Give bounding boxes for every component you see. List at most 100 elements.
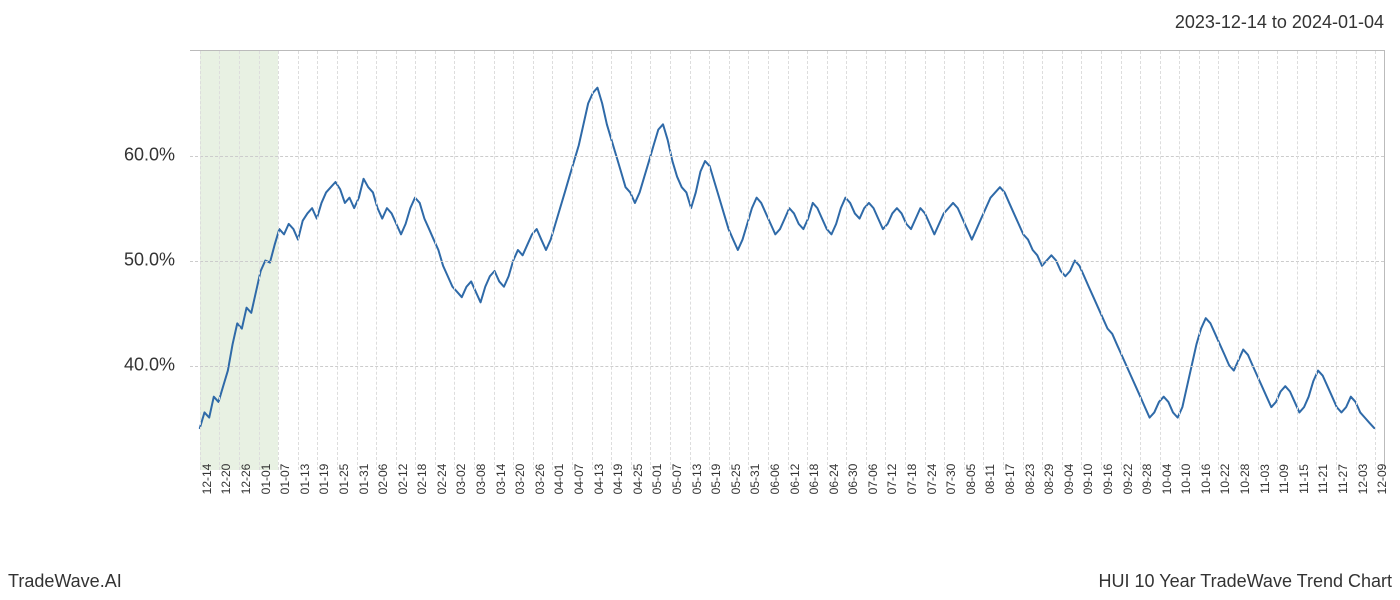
x-tick-label: 11-15 [1297, 464, 1311, 494]
x-tick-label: 11-03 [1258, 464, 1272, 494]
y-tick-label: 40.0% [124, 355, 175, 376]
x-axis: 12-1412-2012-2601-0101-0701-1301-1901-25… [190, 475, 1385, 555]
x-tick-label: 05-07 [670, 464, 684, 495]
v-gridline [611, 51, 612, 470]
x-tick-label: 06-24 [827, 464, 841, 495]
v-gridline [435, 51, 436, 470]
v-gridline [1003, 51, 1004, 470]
x-tick-label: 10-10 [1179, 464, 1193, 495]
x-tick-label: 07-30 [944, 464, 958, 495]
v-gridline [1023, 51, 1024, 470]
x-tick-label: 08-23 [1023, 464, 1037, 495]
x-tick-label: 01-01 [259, 464, 273, 495]
x-tick-label: 03-26 [533, 464, 547, 495]
v-gridline [1199, 51, 1200, 470]
v-gridline [983, 51, 984, 470]
v-gridline [474, 51, 475, 470]
chart-title: HUI 10 Year TradeWave Trend Chart [1099, 571, 1392, 592]
x-tick-label: 11-27 [1336, 464, 1350, 494]
x-tick-label: 08-05 [964, 464, 978, 495]
x-tick-label: 11-21 [1316, 464, 1330, 494]
y-tick-label: 50.0% [124, 250, 175, 271]
v-gridline [219, 51, 220, 470]
v-gridline [788, 51, 789, 470]
v-gridline [278, 51, 279, 470]
x-tick-label: 03-14 [494, 464, 508, 495]
v-gridline [807, 51, 808, 470]
x-tick-label: 08-29 [1042, 464, 1056, 495]
x-tick-label: 07-12 [885, 464, 899, 495]
v-gridline [1238, 51, 1239, 470]
v-gridline [337, 51, 338, 470]
x-tick-label: 01-19 [317, 464, 331, 495]
v-gridline [846, 51, 847, 470]
x-tick-label: 12-26 [239, 464, 253, 495]
x-tick-label: 12-14 [200, 464, 214, 495]
v-gridline [709, 51, 710, 470]
v-gridline [748, 51, 749, 470]
x-tick-label: 03-02 [454, 464, 468, 495]
x-tick-label: 09-04 [1062, 464, 1076, 495]
v-gridline [905, 51, 906, 470]
v-gridline [1121, 51, 1122, 470]
x-tick-label: 08-11 [983, 464, 997, 494]
x-tick-label: 10-28 [1238, 464, 1252, 495]
v-gridline [885, 51, 886, 470]
v-gridline [1140, 51, 1141, 470]
y-axis: 40.0% 50.0% 60.0% [0, 50, 185, 470]
x-tick-label: 10-22 [1218, 464, 1232, 495]
v-gridline [1336, 51, 1337, 470]
date-range-label: 2023-12-14 to 2024-01-04 [1175, 12, 1384, 33]
x-tick-label: 06-06 [768, 464, 782, 495]
v-gridline [964, 51, 965, 470]
v-gridline [866, 51, 867, 470]
x-tick-label: 05-31 [748, 464, 762, 495]
v-gridline [631, 51, 632, 470]
x-tick-label: 08-17 [1003, 464, 1017, 495]
x-tick-label: 09-16 [1101, 464, 1115, 495]
v-gridline [925, 51, 926, 470]
v-gridline [1101, 51, 1102, 470]
x-tick-label: 05-01 [650, 464, 664, 495]
v-gridline [1081, 51, 1082, 470]
v-gridline [592, 51, 593, 470]
x-tick-label: 05-13 [690, 464, 704, 495]
x-tick-label: 12-03 [1356, 464, 1370, 495]
v-gridline [1316, 51, 1317, 470]
v-gridline [357, 51, 358, 470]
v-gridline [1062, 51, 1063, 470]
x-tick-label: 01-07 [278, 464, 292, 495]
x-tick-label: 07-18 [905, 464, 919, 495]
x-tick-label: 06-12 [788, 464, 802, 495]
x-tick-label: 07-24 [925, 464, 939, 495]
x-tick-label: 06-30 [846, 464, 860, 495]
x-tick-label: 11-09 [1277, 464, 1291, 494]
x-tick-label: 04-19 [611, 464, 625, 495]
x-tick-label: 01-25 [337, 464, 351, 495]
v-gridline [1179, 51, 1180, 470]
x-tick-label: 09-10 [1081, 464, 1095, 495]
v-gridline [533, 51, 534, 470]
v-gridline [396, 51, 397, 470]
x-tick-label: 01-31 [357, 464, 371, 495]
x-tick-label: 02-06 [376, 464, 390, 495]
v-gridline [768, 51, 769, 470]
v-gridline [454, 51, 455, 470]
v-gridline [1258, 51, 1259, 470]
y-tick-label: 60.0% [124, 145, 175, 166]
x-tick-label: 01-13 [298, 464, 312, 495]
x-tick-label: 12-09 [1375, 464, 1389, 495]
v-gridline [259, 51, 260, 470]
v-gridline [239, 51, 240, 470]
v-gridline [200, 51, 201, 470]
x-tick-label: 12-20 [219, 464, 233, 495]
x-tick-label: 04-13 [592, 464, 606, 495]
v-gridline [1297, 51, 1298, 470]
v-gridline [670, 51, 671, 470]
x-tick-label: 02-18 [415, 464, 429, 495]
x-tick-label: 10-04 [1160, 464, 1174, 495]
chart-plot-area [190, 50, 1385, 470]
v-gridline [552, 51, 553, 470]
x-tick-label: 09-22 [1121, 464, 1135, 495]
x-tick-label: 09-28 [1140, 464, 1154, 495]
